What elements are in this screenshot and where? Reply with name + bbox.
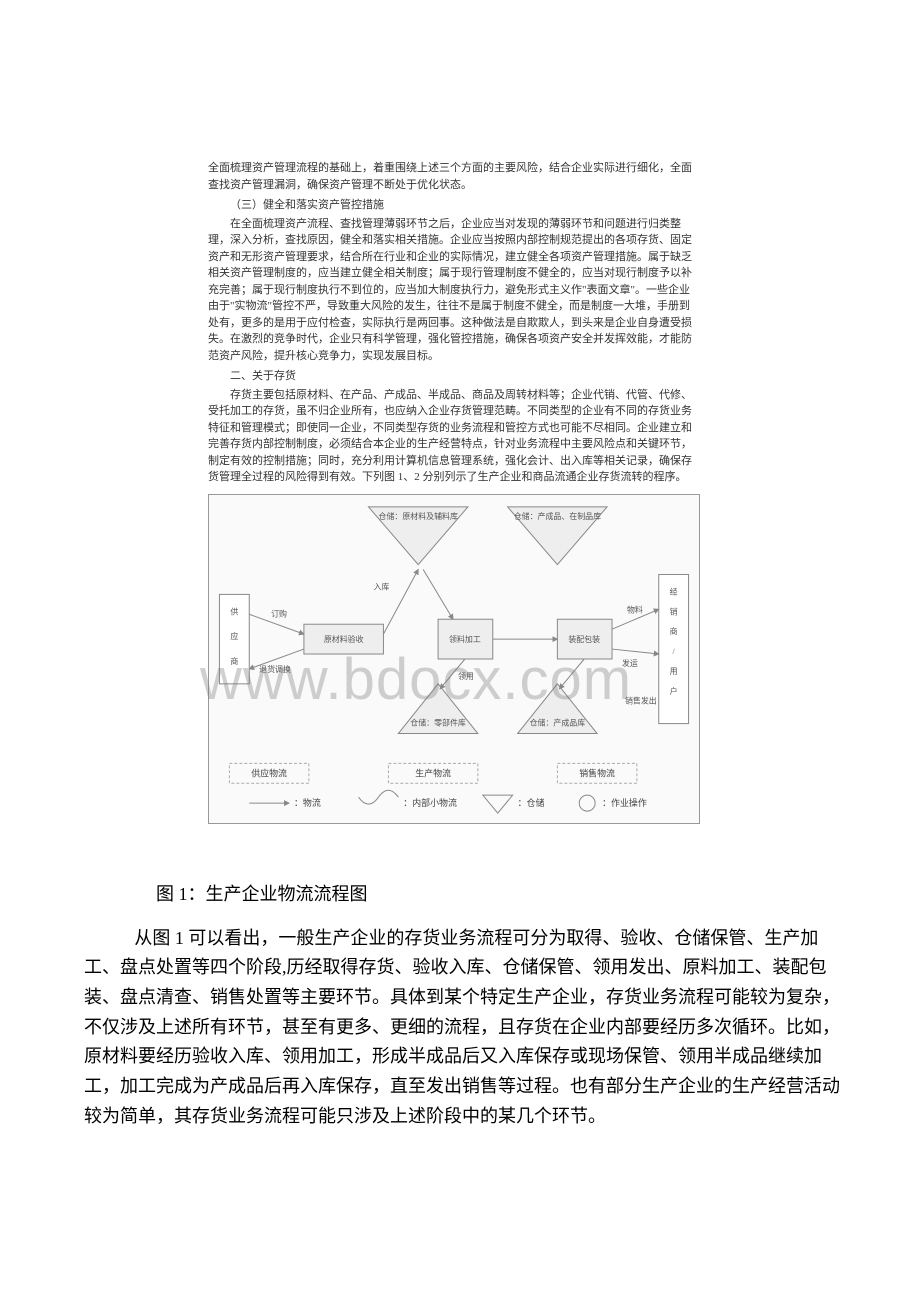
- arrow-dispatch-label: 发运: [622, 657, 638, 667]
- legend-operation-icon: [579, 795, 595, 811]
- legend-operation-label: ：作业操作: [602, 797, 647, 808]
- warehouse-bottom-right-label: 仓储：产成品库: [530, 717, 586, 727]
- warehouse-top-right-label: 仓储：产成品、在制品库: [514, 510, 601, 520]
- scanned-heading-1: （三）健全和落实资产管控措施: [208, 197, 700, 214]
- arrow-ship-label: 物料: [627, 604, 643, 614]
- customer-line-6: 户: [670, 685, 678, 695]
- figure-caption: 图 1：生产企业物流流程图: [84, 880, 844, 910]
- op-process-label: 领料加工: [449, 634, 481, 644]
- warehouse-top-left-label: 仓储：原材料及辅料库: [379, 510, 458, 520]
- legend-cangku-label: ：仓储: [518, 797, 545, 808]
- customer-line-2: 销: [670, 606, 678, 616]
- scanned-document-block: 全面梳理资产管理流程的基础上，着重围绕上述三个方面的主要风险，结合企业实际进行细…: [208, 160, 700, 824]
- arrow-dispatch: [612, 649, 659, 654]
- op-inspection-label: 原材料验收: [324, 634, 364, 644]
- warehouse-bottom-left-label: 仓储：零部件库: [410, 717, 466, 727]
- flowchart-diagram: 仓储：原材料及辅料库 仓储：产成品、在制品库 供 应 商 经 销 商 / 用 户…: [208, 494, 700, 824]
- legend-wuliu-label: ：物流: [294, 797, 321, 808]
- supplier-line-1: 供: [230, 606, 238, 616]
- op-pack-label: 装配包装: [568, 634, 600, 644]
- legend-supply-label: 供应物流: [251, 767, 287, 778]
- scanned-para-2: 在全面梳理资产流程、查找管理薄弱环节之后，企业应当对发现的薄弱环节和问题进行归类…: [208, 216, 700, 365]
- scanned-heading-2: 二、关于存货: [208, 368, 700, 385]
- arrow-sales-label: 销售发出: [625, 695, 657, 705]
- legend-production-label: 生产物流: [415, 767, 451, 778]
- arrow-order-label: 订购: [271, 608, 287, 618]
- legend-internal-icon: [359, 790, 399, 804]
- body-paragraph: 从图 1 可以看出，一般生产企业的存货业务流程可分为取得、验收、仓储保管、生产加…: [84, 924, 844, 1132]
- arrow-lingyong-label: 领用: [458, 670, 474, 680]
- main-body-text: 图 1：生产企业物流流程图 从图 1 可以看出，一般生产企业的存货业务流程可分为…: [84, 880, 844, 1132]
- flowchart-svg: 仓储：原材料及辅料库 仓储：产成品、在制品库 供 应 商 经 销 商 / 用 户…: [209, 495, 699, 823]
- supplier-line-3: 商: [230, 655, 238, 665]
- arrow-inbound: [383, 569, 418, 634]
- legend-internal-label: ：内部小物流: [403, 797, 457, 808]
- arrow-down-right: [559, 659, 584, 689]
- arrow-requisition: [423, 569, 453, 619]
- scanned-para-intro: 全面梳理资产管理流程的基础上，着重围绕上述三个方面的主要风险，结合企业实际进行细…: [208, 160, 700, 193]
- customer-line-1: 经: [670, 586, 678, 596]
- supplier-line-2: 应: [230, 631, 238, 641]
- legend-sales-label: 销售物流: [579, 767, 615, 778]
- customer-line-3: 商: [670, 626, 678, 636]
- arrow-inbound-label: 入库: [373, 581, 389, 591]
- customer-line-5: 用: [670, 666, 678, 675]
- arrow-return-label: 退货调换: [259, 663, 291, 673]
- legend-warehouse-icon: [483, 795, 513, 813]
- scanned-para-3: 存货主要包括原材料、在产品、产成品、半成品、商品及周转材料等；企业代销、代管、代…: [208, 387, 700, 486]
